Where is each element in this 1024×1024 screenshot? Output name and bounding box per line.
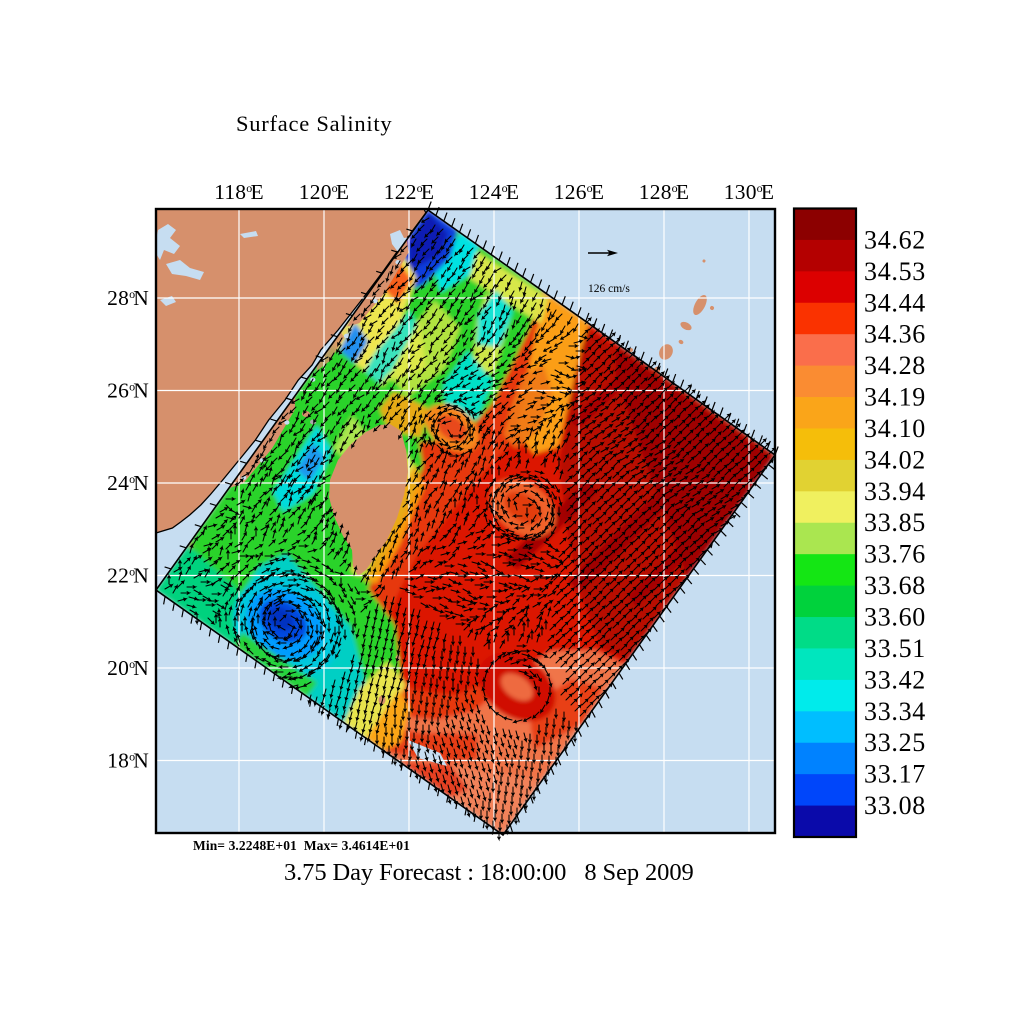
svg-text:126oE: 126oE — [554, 180, 604, 204]
svg-text:34.53: 34.53 — [864, 257, 926, 286]
svg-text:34.36: 34.36 — [864, 320, 926, 349]
svg-text:130oE: 130oE — [724, 180, 774, 204]
svg-text:33.85: 33.85 — [864, 508, 926, 537]
svg-text:28oN: 28oN — [107, 286, 149, 310]
svg-text:34.44: 34.44 — [864, 288, 926, 317]
svg-text:24oN: 24oN — [107, 471, 149, 495]
svg-text:120oE: 120oE — [299, 180, 349, 204]
svg-text:18oN: 18oN — [107, 749, 149, 773]
svg-text:128oE: 128oE — [639, 180, 689, 204]
svg-text:33.68: 33.68 — [864, 571, 926, 600]
svg-text:34.02: 34.02 — [864, 445, 926, 474]
svg-text:33.34: 33.34 — [864, 697, 926, 726]
svg-text:118oE: 118oE — [214, 180, 264, 204]
svg-text:33.42: 33.42 — [864, 665, 926, 694]
svg-text:Min= 3.2248E+01 Max= 3.4614E+: Min= 3.2248E+01 Max= 3.4614E+01 — [193, 838, 410, 853]
svg-text:33.94: 33.94 — [864, 477, 926, 506]
svg-text:34.10: 34.10 — [864, 414, 926, 443]
svg-text:33.25: 33.25 — [864, 728, 926, 757]
svg-text:34.28: 34.28 — [864, 351, 926, 380]
svg-text:33.76: 33.76 — [864, 540, 926, 569]
svg-text:33.17: 33.17 — [864, 760, 926, 789]
svg-text:Surface Salinity: Surface Salinity — [236, 111, 392, 136]
svg-text:33.60: 33.60 — [864, 603, 926, 632]
svg-text:33.08: 33.08 — [864, 791, 926, 820]
svg-text:126 cm/s: 126 cm/s — [588, 283, 630, 295]
svg-text:20oN: 20oN — [107, 656, 149, 680]
svg-text:3.75 Day Forecast : 18:00:00: 3.75 Day Forecast : 18:00:00 8 Sep 2009 — [284, 859, 694, 886]
svg-text:124oE: 124oE — [469, 180, 519, 204]
svg-text:33.51: 33.51 — [864, 634, 926, 663]
svg-text:26oN: 26oN — [107, 379, 149, 403]
svg-text:22oN: 22oN — [107, 564, 149, 588]
svg-text:34.62: 34.62 — [864, 225, 926, 254]
svg-text:122oE: 122oE — [384, 180, 434, 204]
svg-text:34.19: 34.19 — [864, 383, 926, 412]
